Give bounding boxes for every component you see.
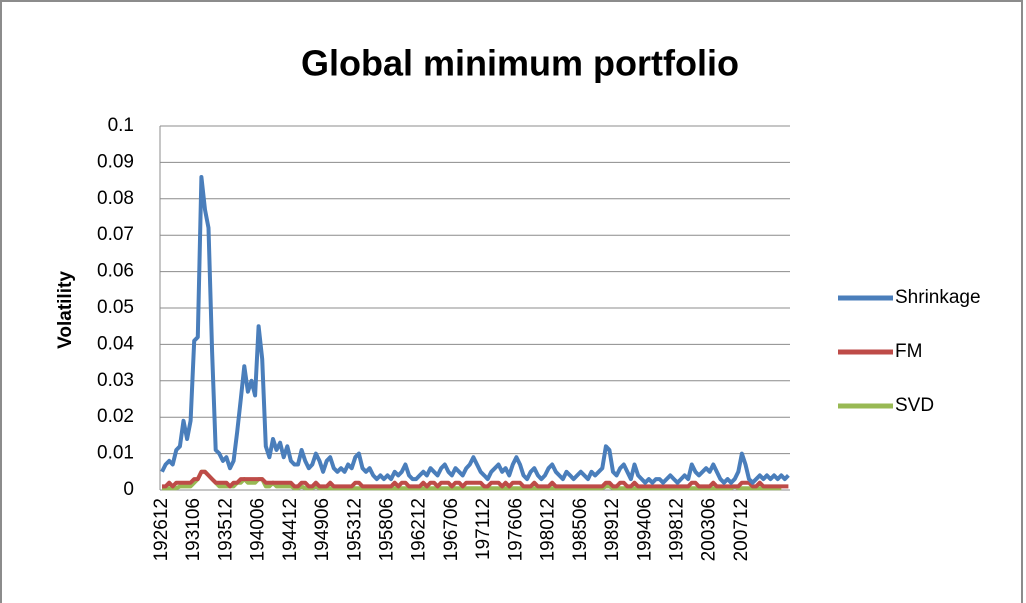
x-tick-label: 195806 [377,498,398,561]
x-tick-label: 198912 [602,498,623,561]
y-tick-label: 0.04 [97,333,134,354]
y-axis-title: Volatility [55,271,76,349]
x-tick-label: 194006 [248,498,269,561]
y-tick-label: 0.06 [97,261,134,282]
series-line [160,175,790,485]
x-tick-label: 199812 [666,498,687,561]
x-tick-label: 199406 [634,498,655,561]
x-tick-label: 198012 [538,498,559,561]
x-tick-label: 194412 [280,498,301,561]
y-tick-label: 0.03 [97,370,134,391]
x-tick-label: 197606 [505,498,526,561]
legend-label: FM [895,341,922,362]
x-tick-label: 193106 [183,498,204,561]
x-tick-label: 192612 [151,498,172,561]
y-tick-label: 0.07 [97,224,134,245]
x-tick-label: 196212 [409,498,430,561]
x-tick-label: 200712 [731,498,752,561]
y-tick-label: 0.02 [97,406,134,427]
y-tick-label: 0 [123,479,134,500]
y-tick-label: 0.05 [97,297,134,318]
y-tick-label: 0.01 [97,443,134,464]
x-tick-label: 195312 [344,498,365,561]
x-tick-label: 196706 [441,498,462,561]
y-tick-label: 0.1 [108,115,134,136]
y-tick-label: 0.08 [97,188,134,209]
x-tick-label: 194906 [312,498,333,561]
legend-label: SVD [895,395,934,416]
chart-title: Global minimum portfolio [301,43,739,84]
x-tick-label: 197112 [473,498,494,560]
x-tick-label: 200306 [699,498,720,561]
legend-label: Shrinkage [895,287,981,308]
x-tick-label: 193512 [215,498,236,561]
series-line [162,469,789,489]
y-tick-label: 0.09 [97,151,134,172]
x-tick-label: 198506 [570,498,591,561]
